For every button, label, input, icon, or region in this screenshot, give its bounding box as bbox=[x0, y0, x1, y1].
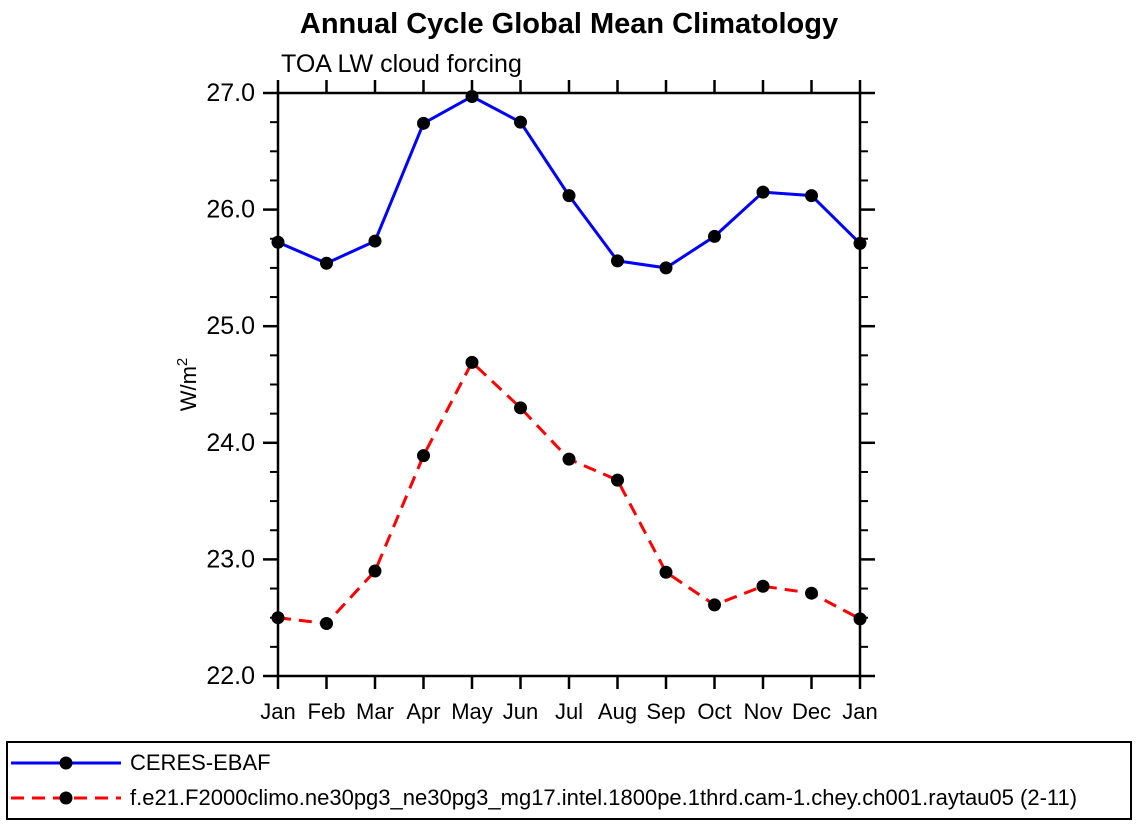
x-tick-label: Jul bbox=[555, 699, 583, 724]
y-tick-label: 27.0 bbox=[206, 79, 255, 107]
x-tick-label: Jan bbox=[842, 699, 877, 724]
y-tick-label: 23.0 bbox=[206, 545, 255, 573]
data-point-marker bbox=[320, 617, 333, 631]
series-line-0 bbox=[277, 94, 862, 270]
data-point-marker bbox=[708, 229, 721, 243]
legend-item-ceres-ebaf: CERES-EBAF bbox=[8, 747, 1130, 778]
chart-subtitle: TOA LW cloud forcing bbox=[281, 50, 522, 78]
x-tick-label: May bbox=[451, 699, 493, 724]
legend-item-model-run: f.e21.F2000climo.ne30pg3_ne30pg3_mg17.in… bbox=[8, 783, 1130, 814]
y-tick-label: 22.0 bbox=[206, 662, 255, 690]
data-point-marker bbox=[611, 254, 624, 268]
legend-label-model: f.e21.F2000climo.ne30pg3_ne30pg3_mg17.in… bbox=[130, 785, 1078, 811]
data-point-marker bbox=[756, 579, 770, 593]
data-point-marker bbox=[465, 89, 479, 103]
data-point-marker bbox=[320, 256, 333, 270]
x-tick-label: Apr bbox=[406, 699, 440, 724]
line-chart: 22.0 23.0 24.0 25.0 26.0 27.0 Jan Feb Mar Apr May J… bbox=[174, 79, 878, 724]
data-point-marker bbox=[514, 115, 527, 129]
series-line-1 bbox=[277, 359, 861, 626]
x-tick-label: Sep bbox=[646, 699, 685, 724]
legend-label-observation: CERES-EBAF bbox=[130, 749, 271, 775]
legend-box: CERES-EBAF f.e21.F2000climo.ne30pg3_ne30… bbox=[6, 741, 1132, 820]
data-point-marker bbox=[562, 452, 576, 466]
legend-solid-line-marker-icon bbox=[11, 756, 121, 770]
data-point-marker bbox=[659, 565, 673, 579]
y-tick-label: 25.0 bbox=[206, 312, 255, 340]
x-tick-label: Dec bbox=[792, 699, 831, 724]
legend-dashed-line-marker-icon bbox=[11, 791, 121, 805]
data-point-marker bbox=[805, 189, 818, 203]
y-axis-title: W/m2 bbox=[174, 358, 201, 412]
data-point-marker bbox=[465, 355, 479, 369]
data-point-marker bbox=[562, 189, 576, 203]
data-point-marker bbox=[805, 586, 818, 600]
x-tick-label: Jun bbox=[503, 699, 538, 724]
y-tick-label: 24.0 bbox=[206, 429, 255, 457]
chart-title: Annual Cycle Global Mean Climatology bbox=[299, 8, 839, 40]
data-point-marker bbox=[853, 612, 867, 626]
data-point-marker bbox=[417, 116, 430, 130]
data-point-marker bbox=[514, 401, 527, 415]
x-tick-label: Aug bbox=[598, 699, 637, 724]
x-tick-label: Feb bbox=[308, 699, 346, 724]
data-point-marker bbox=[708, 598, 721, 612]
x-tick-label: Oct bbox=[697, 699, 731, 724]
data-point-marker bbox=[417, 449, 430, 463]
data-point-marker bbox=[659, 261, 673, 275]
data-point-marker bbox=[853, 236, 867, 250]
x-tick-label: Mar bbox=[356, 699, 394, 724]
x-tick-label: Nov bbox=[743, 699, 782, 724]
y-tick-label: 26.0 bbox=[206, 196, 255, 224]
data-point-marker bbox=[611, 473, 624, 487]
data-point-marker bbox=[368, 234, 382, 248]
data-point-marker bbox=[271, 611, 285, 625]
x-tick-label: Jan bbox=[260, 699, 295, 724]
data-point-marker bbox=[756, 185, 770, 199]
data-point-marker bbox=[368, 564, 382, 578]
data-point-marker bbox=[271, 235, 285, 249]
